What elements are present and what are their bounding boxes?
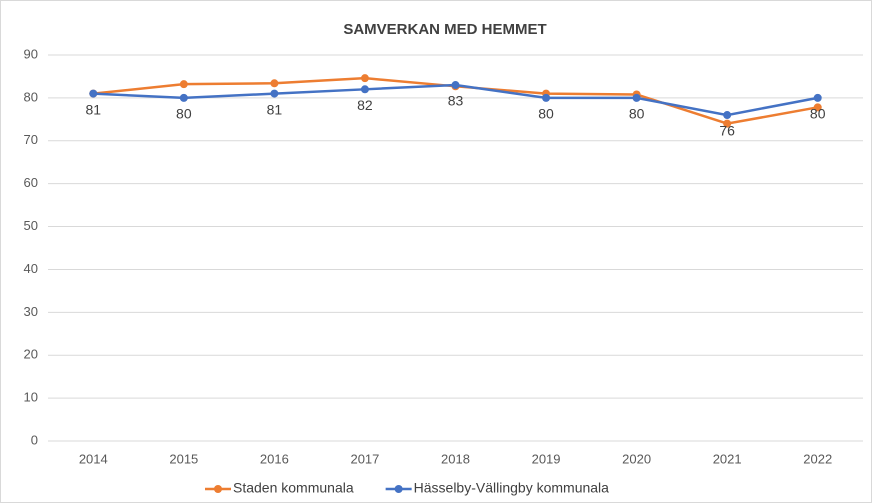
data-point bbox=[451, 81, 460, 90]
data-label: 81 bbox=[267, 101, 283, 117]
legend-label: Staden kommunala bbox=[233, 480, 354, 496]
data-point bbox=[542, 93, 551, 102]
y-tick-label: 90 bbox=[24, 46, 38, 61]
data-point bbox=[179, 93, 188, 102]
data-point bbox=[632, 93, 641, 102]
data-point bbox=[723, 119, 732, 128]
data-label: 76 bbox=[719, 123, 735, 139]
data-point bbox=[270, 89, 279, 98]
x-tick-label: 2019 bbox=[532, 451, 561, 466]
data-point bbox=[89, 89, 98, 98]
data-point bbox=[813, 103, 822, 112]
data-point bbox=[179, 80, 188, 89]
x-tick-label: 2022 bbox=[803, 451, 832, 466]
data-point bbox=[813, 93, 822, 102]
data-point bbox=[360, 74, 369, 83]
y-tick-label: 20 bbox=[24, 347, 38, 362]
data-label: 83 bbox=[448, 93, 464, 109]
x-tick-label: 2021 bbox=[713, 451, 742, 466]
y-tick-label: 0 bbox=[31, 432, 38, 447]
y-tick-label: 70 bbox=[24, 132, 38, 147]
x-tick-label: 2020 bbox=[622, 451, 651, 466]
data-label: 80 bbox=[176, 106, 192, 122]
legend-marker bbox=[214, 485, 222, 493]
data-point bbox=[360, 85, 369, 94]
legend-marker bbox=[394, 485, 403, 493]
x-tick-label: 2015 bbox=[169, 451, 198, 466]
x-tick-label: 2018 bbox=[441, 451, 470, 466]
y-tick-label: 10 bbox=[24, 390, 38, 405]
x-tick-label: 2017 bbox=[350, 451, 379, 466]
x-tick-label: 2014 bbox=[79, 451, 108, 466]
y-tick-label: 80 bbox=[24, 89, 38, 104]
y-tick-label: 60 bbox=[24, 175, 38, 190]
data-label: 80 bbox=[629, 106, 645, 122]
data-point bbox=[270, 79, 279, 88]
data-label: 80 bbox=[538, 106, 554, 122]
legend-label: Hässelby-Vällingby kommunala bbox=[414, 480, 610, 496]
data-label: 81 bbox=[85, 101, 101, 117]
chart-title: SAMVERKAN MED HEMMET bbox=[343, 21, 546, 38]
data-label: 80 bbox=[810, 106, 826, 122]
data-label: 82 bbox=[357, 97, 373, 113]
y-tick-label: 50 bbox=[24, 218, 38, 233]
data-point bbox=[723, 111, 732, 120]
y-tick-label: 40 bbox=[24, 261, 38, 276]
y-tick-label: 30 bbox=[24, 304, 38, 319]
x-tick-label: 2016 bbox=[260, 451, 289, 466]
